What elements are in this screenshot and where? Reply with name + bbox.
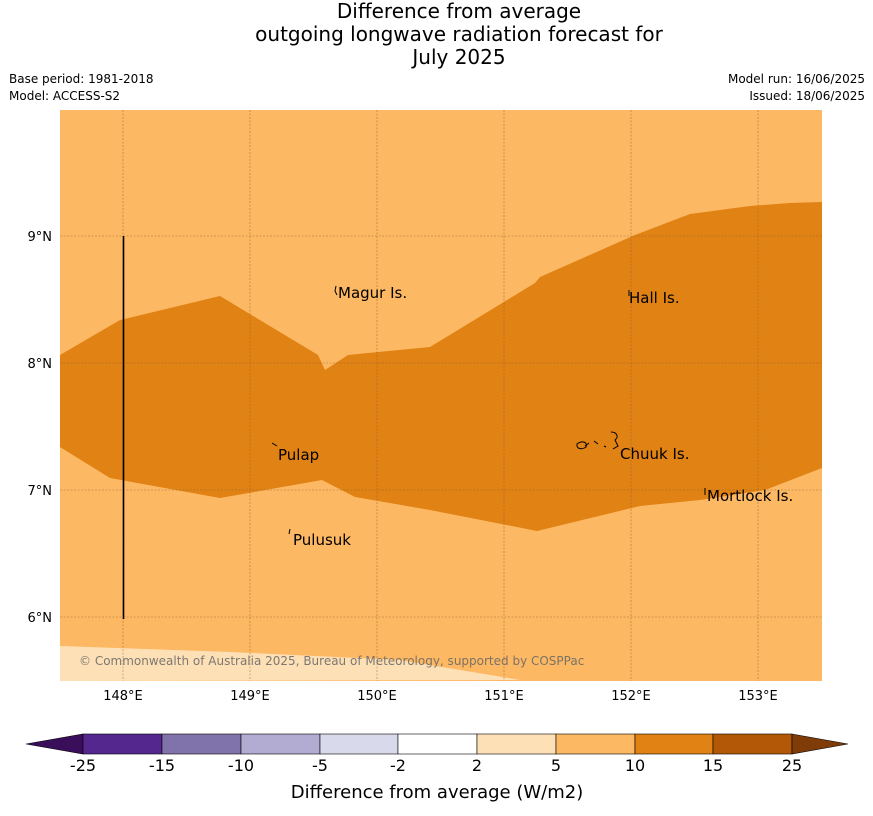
colorbar-segment-5 bbox=[397, 733, 478, 755]
colorbar-segment-7 bbox=[555, 733, 636, 755]
colorbar-segment-1 bbox=[82, 733, 163, 755]
lon-tick-149e: 149°E bbox=[230, 689, 270, 704]
latitude-ticks: 9°N 8°N 7°N 6°N bbox=[28, 230, 53, 626]
longitude-ticks: 148°E 149°E 150°E 151°E 152°E 153°E bbox=[103, 689, 778, 704]
colorbar-tick-10: 25 bbox=[782, 756, 802, 775]
colorbar-tick-1: -25 bbox=[70, 756, 96, 775]
meta-right: Model run: 16/06/2025 Issued: 18/06/2025 bbox=[728, 71, 865, 105]
copyright-notice: © Commonwealth of Australia 2025, Bureau… bbox=[79, 654, 584, 668]
colorbar-tick-7: 5 bbox=[551, 756, 561, 775]
place-label-hall: Hall Is. bbox=[629, 289, 680, 307]
place-label-mortlock: Mortlock Is. bbox=[707, 487, 793, 505]
place-label-pulusuk: Pulusuk bbox=[293, 531, 351, 549]
colorbar-tick-9: 15 bbox=[703, 756, 723, 775]
colorbar-tick-5: -2 bbox=[390, 756, 406, 775]
issued-date: Issued: 18/06/2025 bbox=[749, 89, 865, 103]
gridlines bbox=[60, 110, 822, 681]
colorbar-tick-2: -15 bbox=[149, 756, 175, 775]
lon-tick-152e: 152°E bbox=[611, 689, 651, 704]
lon-tick-148e: 148°E bbox=[103, 689, 143, 704]
lat-tick-7n: 7°N bbox=[28, 484, 53, 499]
colorbar-segment-8 bbox=[634, 733, 714, 755]
colorbar-segment-4 bbox=[319, 733, 399, 755]
colorbar-extend-low bbox=[25, 733, 84, 755]
colorbar-segment-9 bbox=[712, 733, 793, 755]
anomaly-10-to-15-region bbox=[60, 202, 822, 531]
meta-left: Base period: 1981-2018 Model: ACCESS-S2 bbox=[9, 71, 154, 105]
colorbar-tick-3: -10 bbox=[228, 756, 254, 775]
model-name: Model: ACCESS-S2 bbox=[9, 89, 121, 103]
colorbar-segment-2 bbox=[161, 733, 242, 755]
colorbar-extend-high bbox=[791, 733, 849, 755]
lat-tick-8n: 8°N bbox=[28, 357, 53, 372]
colorbar-label: Difference from average (W/m2) bbox=[291, 782, 583, 803]
colorbar-tick-4: -5 bbox=[312, 756, 328, 775]
title-line-1: Difference from average bbox=[336, 0, 582, 23]
colorbar-ticks: -25 -15 -10 -5 -2 2 5 10 15 25 bbox=[70, 756, 802, 775]
chart-title: Difference from average outgoing longwav… bbox=[0, 0, 873, 69]
lon-tick-150e: 150°E bbox=[357, 689, 397, 704]
colorbar-tick-8: 10 bbox=[625, 756, 645, 775]
title-line-2: outgoing longwave radiation forecast for bbox=[255, 22, 663, 46]
island-outlines bbox=[271, 285, 706, 535]
lon-tick-153e: 153°E bbox=[738, 689, 778, 704]
colorbar bbox=[25, 733, 849, 755]
lon-tick-151e: 151°E bbox=[484, 689, 524, 704]
lat-tick-9n: 9°N bbox=[28, 230, 53, 245]
model-run: Model run: 16/06/2025 bbox=[727, 72, 865, 86]
map-panel: Magur Is. Hall Is. Pulap Chuuk Is. Mortl… bbox=[60, 110, 822, 681]
place-label-pulap: Pulap bbox=[278, 446, 319, 464]
colorbar-segment-6 bbox=[476, 733, 557, 755]
place-label-magur: Magur Is. bbox=[338, 284, 407, 302]
colorbar-segment-3 bbox=[240, 733, 321, 755]
anomaly-2-to-5-region bbox=[60, 646, 520, 681]
place-label-chuuk: Chuuk Is. bbox=[620, 445, 689, 463]
base-period: Base period: 1981-2018 bbox=[9, 72, 154, 86]
lat-tick-6n: 6°N bbox=[28, 611, 53, 626]
colorbar-tick-6: 2 bbox=[472, 756, 482, 775]
title-line-3: July 2025 bbox=[412, 45, 506, 69]
